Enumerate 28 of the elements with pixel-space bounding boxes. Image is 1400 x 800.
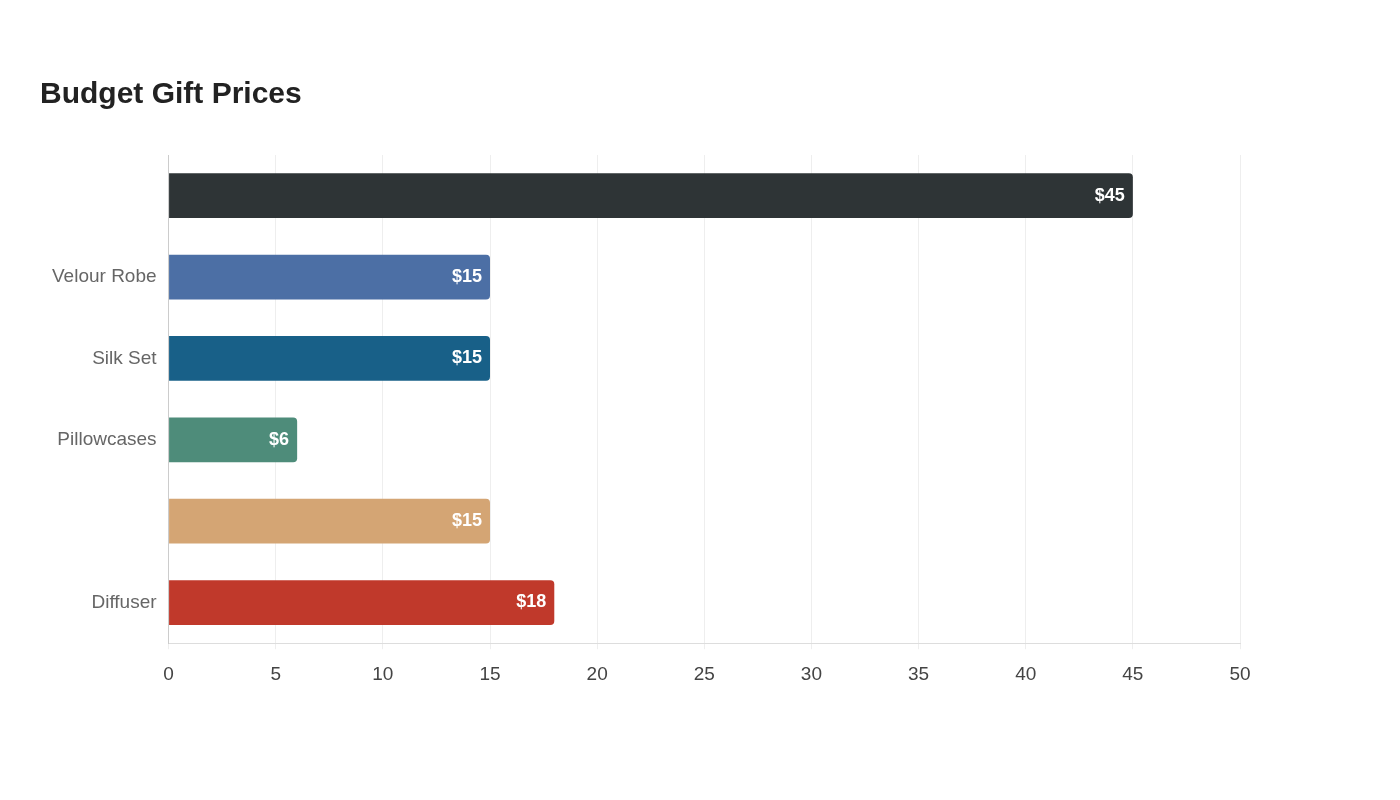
bar (169, 336, 490, 381)
x-tick-label: 40 (1015, 662, 1037, 684)
x-tick-label: 35 (908, 662, 930, 684)
data-label: $18 (516, 591, 547, 612)
bar (169, 173, 1133, 219)
x-tick-label: 20 (586, 662, 608, 684)
chart-title: Budget Gift Prices (40, 76, 302, 110)
x-tick-label: 45 (1122, 662, 1144, 684)
x-tick-label: 15 (479, 662, 501, 684)
bar (169, 580, 555, 625)
data-label: $15 (451, 347, 482, 368)
bar (169, 498, 490, 544)
x-tick-label: 25 (693, 662, 715, 684)
x-tick-label: 0 (163, 662, 174, 684)
data-label: $45 (1094, 184, 1125, 205)
bar (169, 417, 298, 463)
data-label: $15 (451, 266, 482, 287)
x-tick-label: 30 (800, 662, 822, 684)
y-tick-label: Diffuser (91, 590, 158, 612)
y-tick-label: Velour Robe (52, 265, 157, 287)
x-tick-label: 5 (270, 662, 282, 684)
x-tick-label: 10 (372, 662, 394, 684)
bar (169, 254, 490, 300)
data-label: $15 (451, 510, 482, 531)
y-tick-label: Silk Set (92, 346, 158, 368)
data-label: $6 (269, 428, 290, 449)
y-tick-label: Pillowcases (57, 428, 157, 450)
x-tick-label: 50 (1229, 662, 1251, 684)
